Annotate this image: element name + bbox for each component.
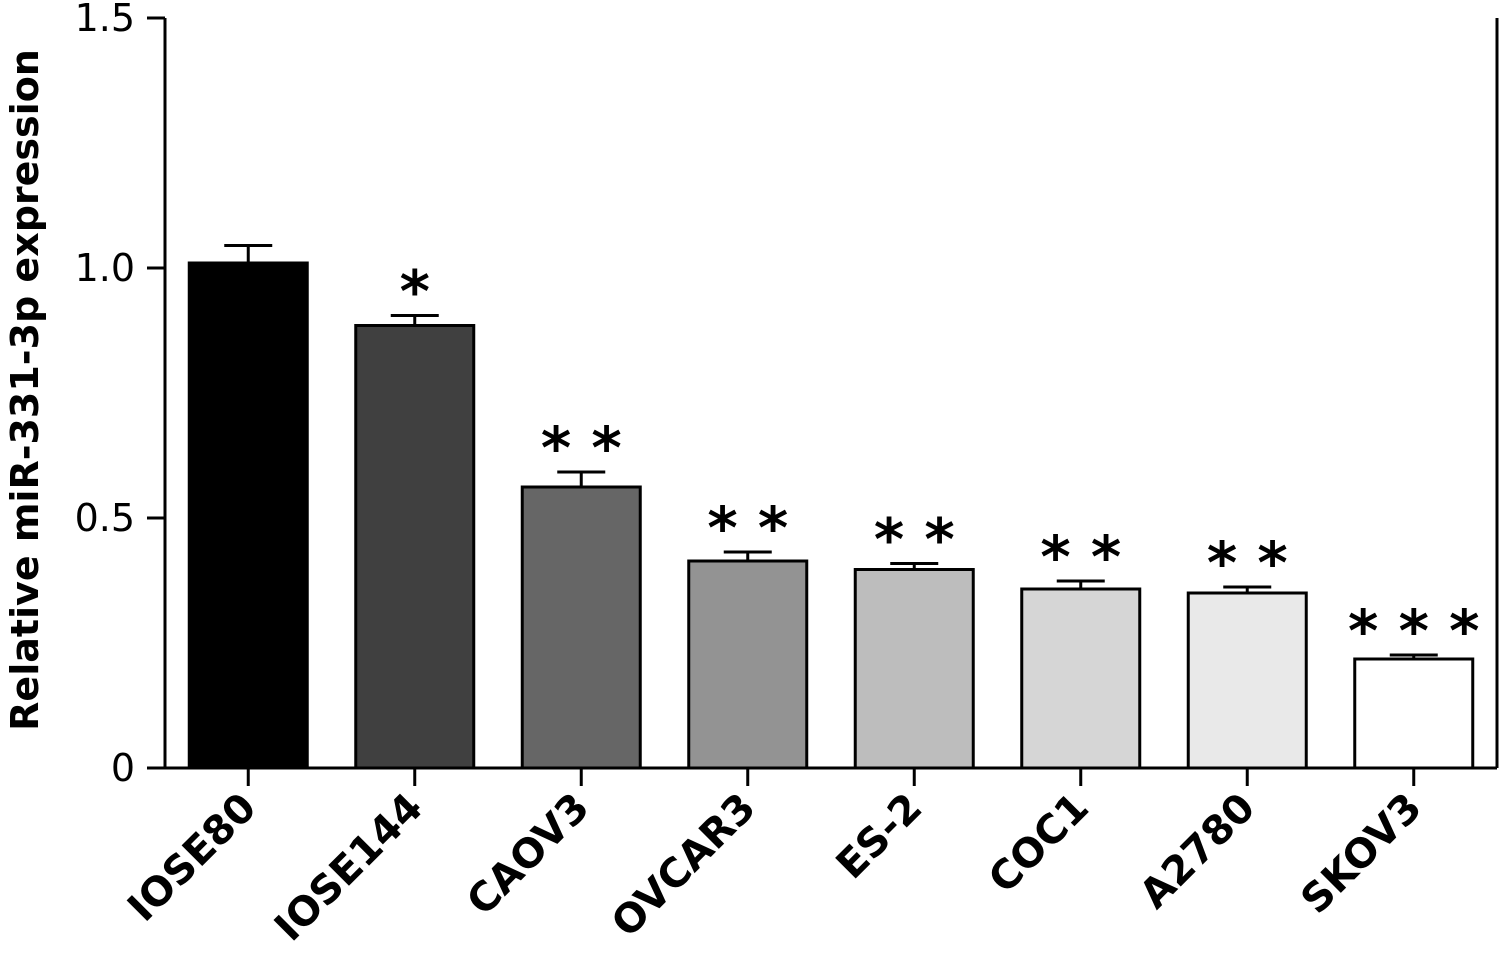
significance-label: * * <box>1040 523 1121 591</box>
x-tick-label: A2780 <box>1131 785 1264 918</box>
significance-label: * * * <box>1348 597 1479 665</box>
bar-coc1 <box>1020 587 1142 770</box>
x-tick-label: SKOV3 <box>1292 785 1430 923</box>
bar-a2780 <box>1186 591 1308 770</box>
bar-iose144 <box>354 324 476 770</box>
x-tick-label: IOSE80 <box>119 785 265 931</box>
y-tick-label: 0 <box>111 746 135 790</box>
x-tick-label: CAOV3 <box>458 785 598 925</box>
bar-ovcar3 <box>687 559 809 770</box>
bar-caov3 <box>520 485 642 770</box>
y-tick-label: 1.0 <box>75 246 135 290</box>
x-tick-label: COC1 <box>980 785 1098 903</box>
significance-label: * * <box>541 414 622 482</box>
significance-label: * * <box>874 506 955 574</box>
significance-label: * * <box>707 494 788 562</box>
x-tick-label: OVCAR3 <box>603 785 765 947</box>
y-axis-label: Relative miR-331-3p expression <box>3 49 47 731</box>
significance-label: * <box>400 258 430 326</box>
bar-skov3 <box>1353 657 1475 770</box>
x-tick-label: IOSE144 <box>266 785 432 951</box>
bar-es-2 <box>853 568 975 770</box>
significance-label: * * <box>1207 529 1288 597</box>
x-tick-label: ES-2 <box>828 785 932 889</box>
y-tick-label: 1.5 <box>75 0 135 40</box>
bar-iose80 <box>187 261 309 770</box>
y-tick-label: 0.5 <box>75 496 135 540</box>
